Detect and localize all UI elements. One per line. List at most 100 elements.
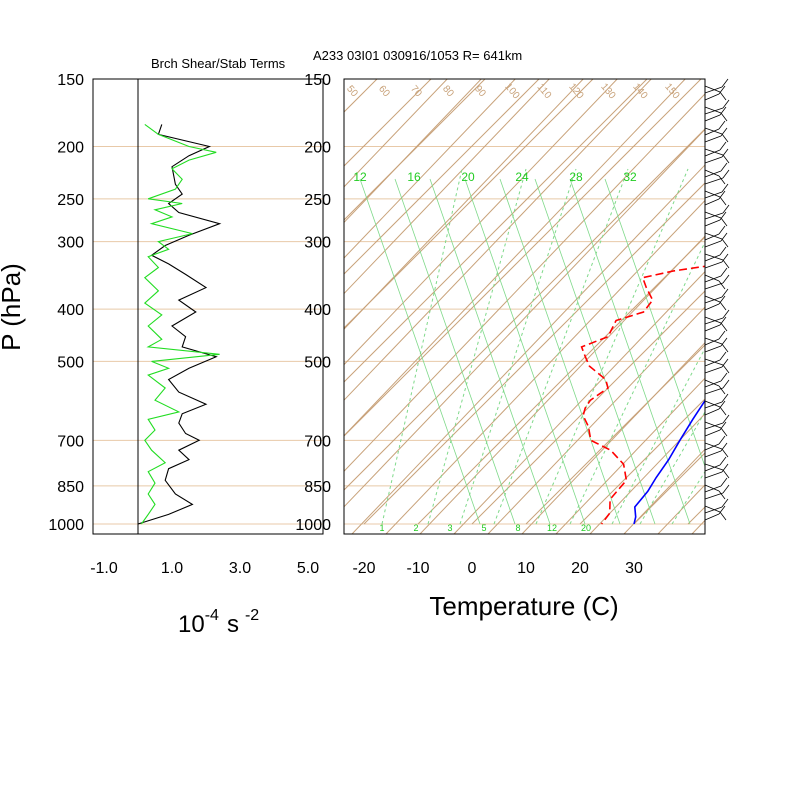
y-tick-label: 300 [57,235,84,252]
saturated-adiabat-line [394,178,516,525]
wind-barb-flag [719,91,727,101]
saturated-adiabat-line [569,178,691,525]
wind-barb-flag [721,253,729,263]
y-tick-label: 700 [57,433,84,450]
wind-barb [704,316,722,324]
wind-barb [704,464,721,472]
skewed-temperature-gridlines [344,79,705,525]
wind-barb [704,128,720,136]
wind-barb [704,366,723,374]
wind-barb-flag [718,190,726,200]
isobar-gridlines [93,78,705,525]
wind-barb-flag [719,511,727,521]
wind-barb-flag [719,406,727,416]
y-tick-label: 500 [57,354,84,371]
y-tick-label-right: 500 [304,354,331,371]
dry-adiabat-line [344,79,584,330]
wind-barb-flag [722,154,730,164]
mixing-ratio-label: 16 [407,170,421,184]
wind-barb [704,400,721,408]
dry-adiabat-label: 50 [344,84,360,100]
wind-barb [704,219,721,227]
y-tick-label-right: 300 [304,235,331,252]
dry-adiabat-line [657,484,705,534]
saturated-adiabat-line [534,178,656,525]
y-tick-label: 1000 [48,517,84,534]
mixing-ratio-line [381,168,463,525]
wind-barb [704,296,723,304]
wind-barb-flag [720,427,728,437]
wind-barb-flag [718,505,726,515]
isotherm-line [344,79,432,167]
dry-adiabat-label: 120 [566,81,585,101]
mixing-ratio-lines [359,168,705,525]
wind-barb-flag [718,225,726,235]
y-tick-label-right: 150 [304,72,331,89]
x-tick-label-right: -20 [352,560,375,577]
saturated-adiabat-line [429,178,551,525]
wind-barb-flag [721,498,729,508]
wind-barb-flag [722,204,730,214]
mixing-ratio-bottom-label: 1 [379,523,384,533]
wind-barb [704,401,723,409]
wind-barb [704,471,723,479]
wind-barb-flag [720,372,728,382]
dry-adiabat-line [344,79,618,366]
wind-barb-flag [718,385,726,395]
dry-adiabat-line [453,270,705,534]
y-tick-label: 850 [57,479,84,496]
x-tick-label-left: 1.0 [161,560,183,577]
wind-barb [704,149,721,157]
isotherm-line [344,79,540,275]
wind-barb-flag [719,196,727,206]
wind-barb [704,282,724,290]
wind-barbs [704,78,730,521]
mixing-ratio-labels: 12 16 20 24 28 321 2 3 5 8 12 20 [353,170,637,533]
wind-barb-flag [720,477,728,487]
y-tick-label-right: 850 [304,479,331,496]
wind-barb-flag [722,364,730,374]
wind-barb-flag [718,295,726,305]
dry-adiabat-line [589,413,705,534]
x-tick-label-right: 30 [625,560,643,577]
wind-barb-flag [720,217,728,227]
x-tick-label-right: 0 [468,560,477,577]
wind-barb-flag [720,127,728,137]
wind-barb [704,513,720,521]
wind-barb-flag [721,448,729,458]
x-tick-label-left: 5.0 [297,560,319,577]
x-tick-label-left: 3.0 [229,560,251,577]
temperature-profile-line [633,399,705,525]
wind-barb [704,387,724,395]
wind-barb-flag [718,490,726,500]
mixing-ratio-bottom-label: 12 [547,523,557,533]
wind-barb [704,505,721,513]
mixing-ratio-label: 20 [461,170,475,184]
y-tick-label: 400 [57,302,84,319]
mixing-ratio-label: 24 [515,170,529,184]
wind-barb-flag [718,280,726,290]
wind-barb [704,506,723,514]
y-tick-label-right: 700 [304,433,331,450]
dry-adiabat-line [344,79,652,401]
dry-adiabat-label: 70 [408,84,424,100]
x-axis-title: Temperature (C) [429,591,618,621]
units-base: 10 [178,611,205,638]
wind-barb-flag [722,379,730,389]
mixing-ratio-label: 12 [353,170,367,184]
wind-barb [704,93,720,101]
mixing-ratio-bottom-label: 8 [515,523,520,533]
wind-barb-flag [721,78,729,88]
y-tick-label-right: 1000 [295,517,331,534]
wind-barb [704,380,722,388]
wind-barb-flag [721,358,729,368]
wind-barb [704,324,721,332]
mixing-ratio-line [639,410,705,525]
wind-barb [704,156,723,164]
wind-barb-flag [719,211,727,221]
y-tick-labels-left: 150 200 250 300 400 500 700 850 1000 [48,72,84,534]
dry-adiabat-line [623,448,705,534]
dry-adiabat-label: 60 [376,84,392,100]
wind-barb-flag [722,469,730,479]
